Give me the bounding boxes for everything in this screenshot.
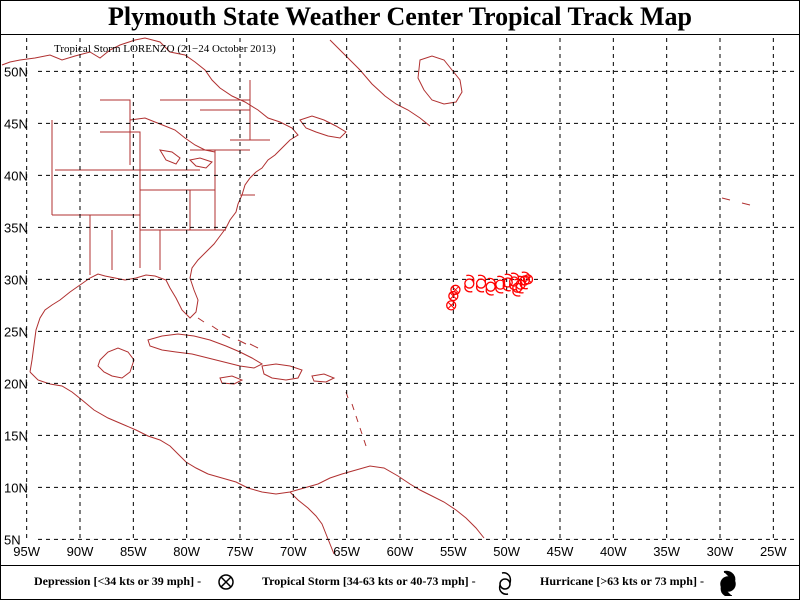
track-point-tropical-storm — [475, 274, 487, 293]
lon-tick-label: 80W — [173, 544, 200, 559]
lon-tick-label: 60W — [387, 544, 414, 559]
nova-scotia-coast — [299, 115, 347, 139]
lat-tick-label: 25N — [4, 324, 28, 339]
track-point-tropical-storm — [485, 277, 496, 296]
lat-tick-label: 30N — [4, 272, 28, 287]
cuba — [147, 333, 264, 369]
lon-tick-label: 75W — [227, 544, 254, 559]
track-point-tropical-storm — [502, 273, 513, 292]
great-lakes — [129, 117, 216, 169]
legend-divider — [0, 565, 800, 566]
lat-lon-grid — [26, 38, 798, 540]
lon-tick-label: 30W — [707, 544, 734, 559]
yucatan-coast — [97, 347, 135, 379]
track-point-tropical-storm — [495, 275, 506, 294]
coastlines — [1, 37, 751, 555]
tropical-storm-icon — [498, 572, 512, 595]
lat-tick-label: 35N — [4, 220, 28, 235]
lat-tick-label: 15N — [4, 428, 28, 443]
hurricane-icon — [720, 570, 736, 596]
lon-tick-label: 35W — [653, 544, 680, 559]
jamaica — [219, 375, 244, 385]
legend-tropical-storm-label: Tropical Storm [34-63 kts or 40-73 mph] … — [262, 574, 476, 588]
storm-subtitle: Tropical Storm LORENZO (21−24 October 20… — [54, 43, 276, 55]
azores — [721, 197, 751, 206]
central-america-coast — [207, 465, 485, 539]
lat-tick-label: 10N — [4, 480, 28, 495]
track-point-tropical-storm — [464, 274, 475, 293]
mexico-coast — [29, 371, 209, 475]
south-america-coast — [289, 491, 335, 555]
lon-tick-label: 70W — [280, 544, 307, 559]
lesser-antilles — [345, 391, 367, 447]
storm-track — [446, 271, 534, 311]
lat-tick-label: 50N — [4, 64, 28, 79]
newfoundland-coast — [417, 55, 463, 105]
depression-icon — [218, 574, 234, 590]
lon-tick-label: 25W — [760, 544, 787, 559]
labrador-coast — [329, 39, 431, 127]
lon-tick-label: 50W — [493, 544, 520, 559]
bahamas — [197, 317, 259, 349]
lon-tick-label: 55W — [440, 544, 467, 559]
puerto-rico — [311, 373, 336, 383]
lat-tick-label: 40N — [4, 168, 28, 183]
legend: Depression [<34 kts or 39 mph] - Tropica… — [0, 566, 800, 599]
state-borders — [51, 80, 270, 275]
track-point-depression — [522, 274, 534, 285]
axis-labels: 95W 90W 85W 80W 75W 70W 65W 60W 55W 50W 45W 40W 35W 3… — [4, 64, 787, 559]
lon-tick-label: 45W — [547, 544, 574, 559]
lat-tick-label: 20N — [4, 376, 28, 391]
title-divider — [0, 34, 800, 35]
lon-tick-label: 85W — [120, 544, 147, 559]
lon-tick-label: 95W — [13, 544, 40, 559]
lon-tick-label: 65W — [333, 544, 360, 559]
lon-tick-label: 40W — [600, 544, 627, 559]
legend-hurricane-label: Hurricane [>63 kts or 73 mph] - — [540, 574, 704, 588]
lat-tick-label: 5N — [4, 532, 21, 547]
lon-tick-label: 90W — [67, 544, 94, 559]
page-title: Plymouth State Weather Center Tropical T… — [107, 2, 692, 31]
lat-tick-label: 45N — [4, 116, 28, 131]
track-point-depression — [450, 284, 461, 295]
track-point-depression — [448, 290, 459, 302]
hispaniola — [261, 363, 303, 381]
legend-depression-label: Depression [<34 kts or 39 mph] - — [34, 574, 202, 588]
north-america-coast — [1, 37, 299, 373]
track-point-depression — [446, 300, 457, 311]
